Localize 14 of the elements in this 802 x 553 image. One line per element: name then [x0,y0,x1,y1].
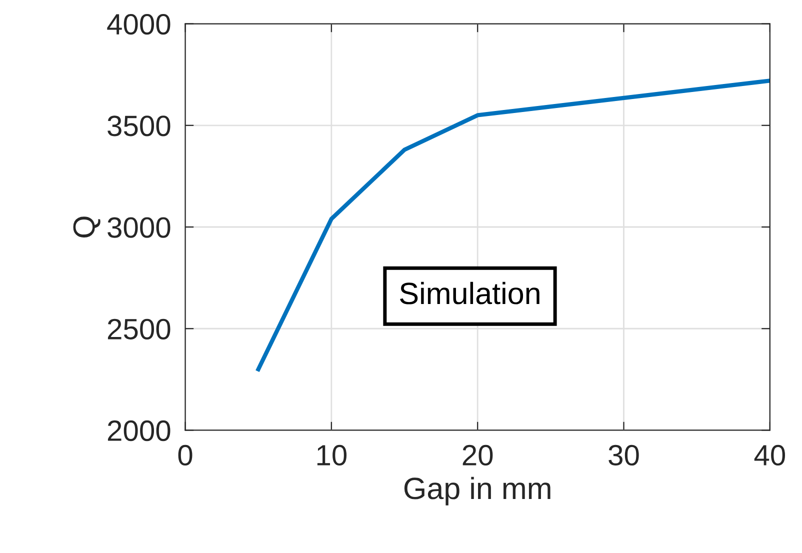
x-tick-label: 10 [317,444,347,466]
x-tick-label: 20 [462,444,493,466]
line-series [256,78,770,372]
y-tick-label: 4000 [107,14,170,35]
y-tick-label: 2000 [108,420,170,442]
x-axis-title: Gap in mm [404,476,550,506]
y-tick-label: 2500 [108,318,170,340]
x-tick-label: 0 [178,444,192,466]
y-axis-title: Q [73,216,100,238]
y-tick-label: 3500 [108,116,170,136]
x-tick-label: 40 [754,444,785,466]
y-tick-label: 3000 [108,217,170,238]
x-tick-label: 30 [608,444,639,466]
annotation: Simulation [400,282,540,304]
